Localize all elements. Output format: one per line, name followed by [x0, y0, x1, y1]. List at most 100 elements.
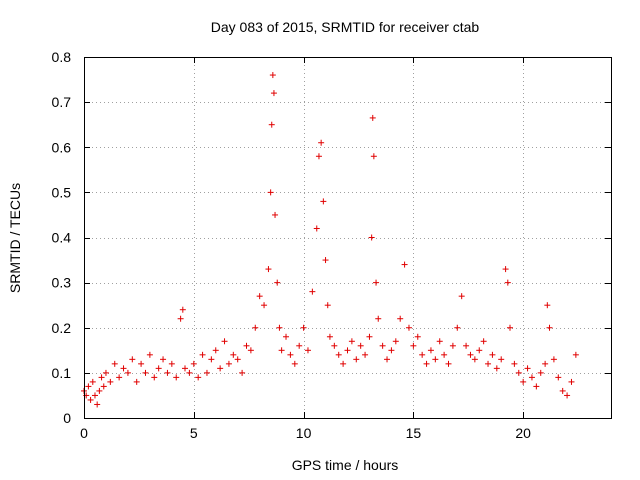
data-point: [265, 266, 272, 273]
data-point: [276, 324, 283, 331]
data-point: [94, 401, 101, 408]
data-point: [322, 257, 329, 264]
data-point: [467, 351, 474, 358]
data-point: [476, 347, 483, 354]
data-point: [373, 279, 380, 286]
data-point: [203, 369, 210, 376]
data-point: [375, 315, 382, 322]
data-point: [410, 342, 417, 349]
data-point: [164, 369, 171, 376]
data-point: [287, 351, 294, 358]
data-point: [441, 351, 448, 358]
data-point: [120, 365, 127, 372]
data-point: [414, 333, 421, 340]
data-point: [504, 279, 511, 286]
data-point: [221, 338, 228, 345]
data-point: [111, 360, 118, 367]
data-point: [357, 342, 364, 349]
y-tick-label: 0.3: [52, 275, 72, 291]
data-point: [146, 351, 153, 358]
data-point: [511, 360, 518, 367]
data-point: [528, 374, 535, 381]
data-point: [489, 351, 496, 358]
y-tick-label: 0: [63, 410, 71, 426]
data-point: [379, 342, 386, 349]
data-point: [362, 351, 369, 358]
y-tick-label: 0.6: [52, 139, 72, 155]
data-point: [98, 374, 105, 381]
data-point: [85, 383, 92, 390]
y-tick-label: 0.7: [52, 94, 72, 110]
data-point: [89, 378, 96, 385]
data-point: [100, 383, 107, 390]
data-point: [212, 347, 219, 354]
x-tick-label: 15: [406, 425, 422, 441]
data-point: [300, 324, 307, 331]
data-point: [313, 225, 320, 232]
data-point: [151, 374, 158, 381]
data-point: [186, 369, 193, 376]
data-point: [542, 360, 549, 367]
data-point: [324, 302, 331, 309]
data-point: [252, 324, 259, 331]
data-point: [320, 198, 327, 205]
data-point: [537, 369, 544, 376]
data-point: [182, 365, 189, 372]
data-point: [432, 356, 439, 363]
data-point: [502, 266, 509, 273]
data-point: [116, 374, 123, 381]
data-point: [463, 342, 470, 349]
data-point: [340, 360, 347, 367]
data-point: [160, 356, 167, 363]
data-point: [309, 288, 316, 295]
data-point: [546, 324, 553, 331]
data-point: [427, 347, 434, 354]
y-tick-label: 0.8: [52, 49, 72, 65]
data-point: [261, 302, 268, 309]
data-point: [138, 360, 145, 367]
data-point: [243, 342, 250, 349]
data-point: [230, 351, 237, 358]
y-tick-label: 0.4: [52, 230, 72, 246]
data-point: [405, 324, 412, 331]
x-tick-label: 20: [515, 425, 531, 441]
data-point: [107, 378, 114, 385]
data-point: [370, 153, 377, 160]
data-point: [315, 153, 322, 160]
data-point: [458, 293, 465, 300]
data-point: [493, 365, 500, 372]
data-point: [419, 351, 426, 358]
data-point: [173, 374, 180, 381]
data-point: [544, 302, 551, 309]
data-point: [369, 114, 376, 121]
data-point: [256, 293, 263, 300]
data-point: [485, 360, 492, 367]
data-point: [388, 347, 395, 354]
data-point: [445, 360, 452, 367]
data-point: [267, 189, 274, 196]
data-point: [498, 356, 505, 363]
data-point: [331, 342, 338, 349]
data-point: [392, 338, 399, 345]
y-axis-label: SRMTID / TECUs: [7, 183, 23, 293]
data-point: [555, 374, 562, 381]
data-point: [384, 356, 391, 363]
data-point: [247, 347, 254, 354]
data-point: [129, 356, 136, 363]
data-point: [572, 351, 579, 358]
data-point: [353, 356, 360, 363]
data-point: [559, 387, 566, 394]
data-point: [368, 234, 375, 241]
data-point: [506, 324, 513, 331]
data-point: [195, 374, 202, 381]
data-point: [96, 387, 103, 394]
data-point: [155, 365, 162, 372]
data-point: [520, 378, 527, 385]
data-point: [168, 360, 175, 367]
data-point: [217, 365, 224, 372]
data-point: [291, 360, 298, 367]
y-tick-label: 0.2: [52, 320, 72, 336]
data-point: [304, 347, 311, 354]
data-point: [91, 392, 98, 399]
